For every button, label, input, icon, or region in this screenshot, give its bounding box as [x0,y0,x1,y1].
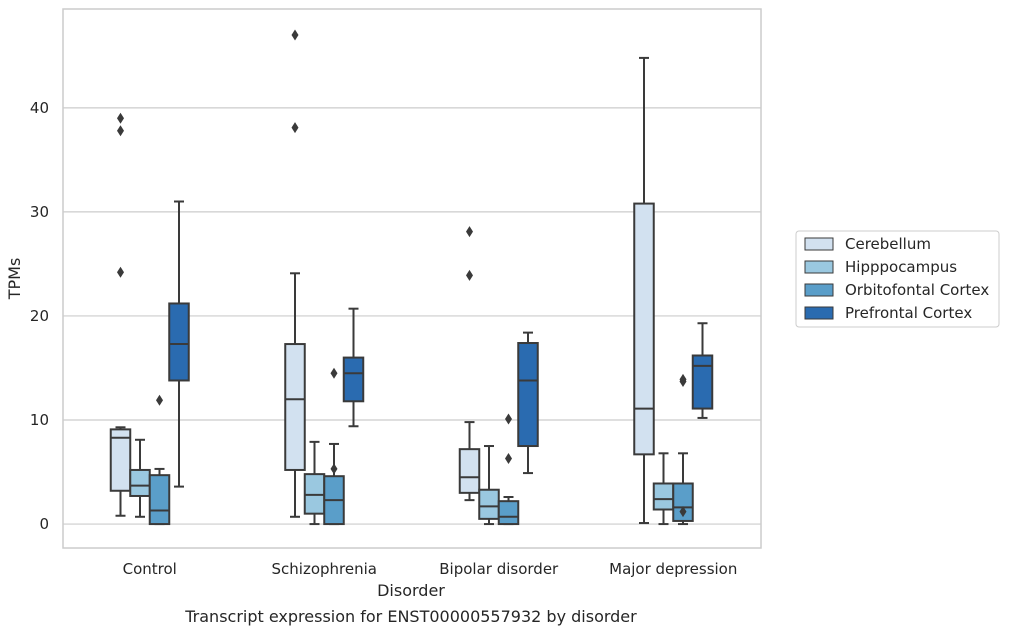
box-group [478,445,500,526]
box [168,302,190,382]
legend-frame [795,230,1000,328]
box-group [672,373,694,526]
box-group [284,29,306,518]
box-group [458,226,481,502]
y-axis-ticks: 0 10 20 30 40 [30,99,49,533]
legend-label: Cerebellum [845,235,931,253]
x-axis-label: Disorder [377,581,445,600]
box [303,473,326,515]
box-group [652,452,675,526]
box-group [691,322,714,419]
box [672,482,694,522]
legend-label: Prefrontal Cortex [845,304,972,322]
legend-swatch [804,306,834,320]
box-group [633,56,655,525]
outlier-point [679,506,687,518]
legend-label: Hipppocampus [845,258,957,276]
outlier-point [330,367,338,379]
box [497,500,520,526]
box-group [497,413,520,526]
box-group [129,438,151,518]
y-tick-label: 40 [30,99,49,117]
box-group [323,367,345,526]
y-tick-label: 10 [30,411,49,429]
box [478,488,500,520]
outlier-point [330,463,338,475]
box [458,448,481,494]
box-group [517,331,539,475]
box-group [168,200,190,488]
x-tick-label: Control [123,560,177,578]
outlier-point [117,125,124,137]
outlier-point [505,453,512,465]
outlier-point [291,29,299,41]
box [148,474,171,526]
outlier-point [156,394,163,406]
x-tick-label: Schizophrenia [272,560,377,578]
x-tick-label: Major depression [609,560,737,578]
outlier-point [117,266,124,278]
box [129,468,151,497]
plot-frame [62,8,762,549]
box [109,428,132,492]
x-axis-ticks: Control Schizophrenia Bipolar disorder Majo… [123,560,738,578]
outlier-point [466,226,473,238]
y-tick-label: 30 [30,203,49,221]
box [284,343,306,471]
outlier-point [466,269,473,281]
y-axis-label: TPMs [5,258,24,301]
box [342,356,365,403]
legend: Cerebellum Hipppocampus Orbitofontal Corte… [795,230,1000,328]
box [633,202,655,456]
outlier-point [117,112,124,124]
box-group [109,112,132,517]
y-tick-label: 0 [39,515,49,533]
legend-swatch [804,260,834,274]
plot-boxes [109,29,714,526]
box-group [303,440,326,526]
box [517,342,539,448]
box-group [342,307,365,428]
box [691,354,714,410]
outlier-point [291,122,299,134]
x-tick-label: Bipolar disorder [439,560,559,578]
box [652,482,675,511]
legend-swatch [804,283,834,297]
grid-lines [63,107,761,525]
legend-swatch [804,237,834,251]
chart-caption: Transcript expression for ENST0000055793… [184,607,637,626]
y-tick-label: 20 [30,307,49,325]
outlier-point [505,413,512,425]
box-group [148,394,171,526]
legend-label: Orbitofontal Cortex [845,281,989,299]
outlier-point [679,373,687,385]
